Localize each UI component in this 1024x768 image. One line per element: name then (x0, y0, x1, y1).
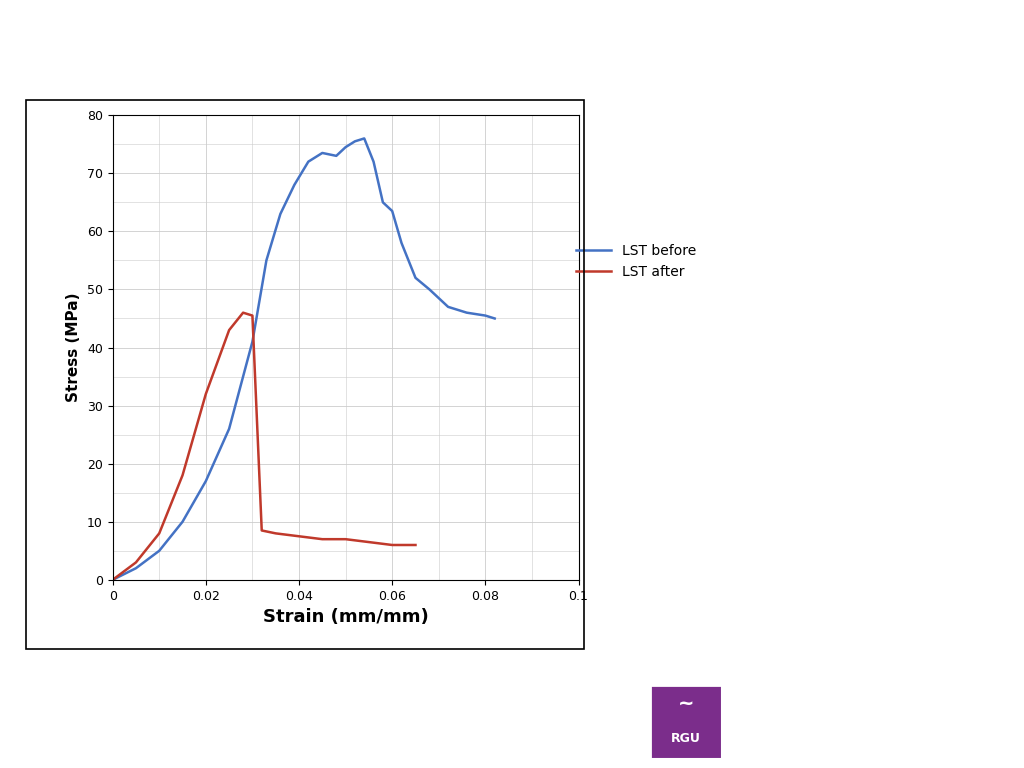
LST before (106, 575, 119, 584)
Text: UNIVERSITY ABERDEEN: UNIVERSITY ABERDEEN (732, 735, 932, 750)
LST before (386, 207, 398, 216)
Line: LST before: LST before (113, 138, 495, 580)
LST before (316, 148, 329, 157)
LST before (479, 311, 492, 320)
LST before (377, 197, 389, 207)
LST after (200, 389, 212, 399)
LST before (410, 273, 422, 283)
LST after (362, 538, 375, 547)
LST before (442, 303, 455, 312)
LST before (130, 564, 142, 573)
LST before (358, 134, 371, 143)
LST after (223, 326, 236, 335)
Text: treated Limestone: treated Limestone (324, 67, 700, 101)
LST after (106, 575, 119, 584)
LST before (330, 151, 342, 161)
LST after (256, 526, 268, 535)
LST before (302, 157, 314, 167)
LST after (247, 311, 258, 320)
LST before (488, 314, 501, 323)
LST after (293, 531, 305, 541)
LST before (154, 546, 166, 555)
LST before (223, 424, 236, 433)
LST before (288, 180, 300, 190)
LST before (368, 157, 380, 167)
Line: LST after: LST after (113, 313, 416, 580)
LST before (395, 238, 408, 247)
LST after (269, 528, 282, 538)
LST before (340, 143, 352, 152)
Legend: LST before, LST after: LST before, LST after (570, 238, 702, 284)
LST after (154, 528, 166, 538)
LST before (260, 256, 272, 265)
Y-axis label: Stress (MPa): Stress (MPa) (67, 293, 81, 402)
LST before (200, 476, 212, 485)
LST after (176, 471, 188, 480)
LST after (316, 535, 329, 544)
Text: RGU: RGU (671, 732, 701, 745)
LST before (176, 517, 188, 526)
Text: ROBERT GORDON: ROBERT GORDON (732, 700, 949, 720)
LST before (349, 137, 361, 146)
Text: ~: ~ (678, 694, 694, 713)
LST after (340, 535, 352, 544)
LST after (410, 541, 422, 550)
Bar (650, 685, 722, 759)
FancyBboxPatch shape (650, 685, 722, 759)
LST before (461, 308, 473, 317)
LST before (423, 285, 435, 294)
LST before (247, 337, 258, 346)
X-axis label: Strain (mm/mm): Strain (mm/mm) (263, 608, 428, 626)
LST after (386, 541, 398, 550)
LST after (237, 308, 249, 317)
LST after (130, 558, 142, 567)
Text: Mechanical Test- Failure effects of chemically: Mechanical Test- Failure effects of chem… (49, 18, 975, 53)
LST before (274, 210, 287, 219)
